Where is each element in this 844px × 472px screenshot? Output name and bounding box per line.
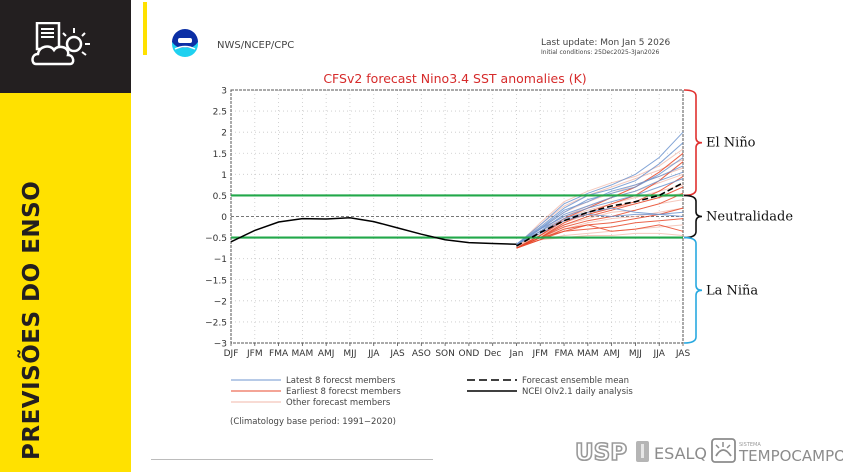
y-tick-label: 2 — [221, 129, 227, 139]
y-tick-label: −3 — [214, 340, 227, 350]
latest-member-line — [516, 178, 684, 245]
x-tick-label: ASO — [412, 349, 431, 359]
noaa-logo — [172, 29, 198, 57]
latest-member-line — [516, 142, 684, 245]
x-tick-label: MAM — [292, 349, 314, 359]
esalq-logo: ESALQ — [636, 441, 707, 463]
neutral-label: Neutralidade — [706, 210, 793, 225]
latest-member-line — [516, 131, 684, 245]
el-nino-brace — [683, 89, 703, 197]
other-member-line — [516, 232, 684, 247]
y-tick-label: 1 — [221, 171, 227, 181]
latest-member-line — [516, 171, 684, 245]
svg-text:ESALQ: ESALQ — [654, 444, 707, 463]
y-tick-label: 3 — [221, 87, 227, 97]
x-tick-label: SON — [435, 349, 455, 359]
x-tick-label: Dec — [484, 349, 501, 359]
tempocampo-logo: SISTEMA TEMPOCAMPO — [711, 438, 843, 465]
el-nino-label: El Niño — [706, 136, 756, 151]
chart-title: CFSv2 forecast Nino3.4 SST anomalies (K) — [323, 71, 586, 86]
y-tick-label: −2 — [214, 297, 227, 307]
legend-label: NCEI OIv2.1 daily analysis — [522, 387, 633, 397]
la-nina-label: La Niña — [706, 283, 758, 298]
legend-label: Latest 8 forecst members — [286, 376, 396, 386]
x-tick-label: MJJ — [629, 349, 642, 359]
weather-report-icon — [31, 22, 90, 66]
x-tick-label: JJA — [367, 349, 380, 359]
x-tick-label: AMJ — [318, 349, 335, 359]
sidebar: PREVISÕES DO ENSO — [0, 0, 131, 472]
other-member-line — [516, 148, 684, 247]
legend-label: Other forecast members — [286, 398, 391, 408]
climatology-note: (Climatology base period: 1991−2020) — [230, 417, 396, 427]
x-tick-label: JFM — [246, 349, 263, 359]
y-tick-label: 1.5 — [213, 150, 227, 160]
x-tick-label: FMA — [554, 349, 574, 359]
x-tick-label: MJJ — [343, 349, 356, 359]
initial-conditions: Initial conditions: 25Dec2025-3Jan2026 — [541, 49, 660, 56]
accent-bar — [143, 2, 147, 55]
y-tick-label: 0.5 — [213, 192, 227, 202]
neutral-brace — [683, 194, 703, 239]
earliest-member-line — [516, 175, 684, 249]
x-tick-label: AMJ — [603, 349, 620, 359]
last-update: Last update: Mon Jan 5 2026 — [541, 38, 671, 48]
x-tick-label: DJF — [224, 349, 239, 359]
ensemble-mean-line — [516, 182, 684, 247]
y-tick-label: −0.5 — [205, 234, 227, 244]
svg-text:USP: USP — [575, 440, 627, 466]
observed-analysis-line — [230, 217, 517, 246]
x-tick-label: Jan — [509, 349, 524, 359]
usp-logo: USP — [574, 439, 628, 466]
x-tick-label: JAS — [675, 349, 691, 359]
svg-text:SISTEMA: SISTEMA — [739, 442, 761, 448]
svg-text:TEMPOCAMPO: TEMPOCAMPO — [738, 447, 843, 465]
legend-label: Earliest 8 forecst members — [286, 387, 401, 397]
y-tick-label: 2.5 — [213, 108, 227, 118]
y-tick-label: −2.5 — [205, 318, 227, 328]
x-tick-label: JJA — [653, 349, 666, 359]
legend-label: Forecast ensemble mean — [522, 376, 629, 386]
x-tick-label: FMA — [269, 349, 289, 359]
x-tick-label: OND — [459, 349, 480, 359]
y-tick-label: −1 — [214, 255, 227, 265]
x-tick-label: JFM — [531, 349, 548, 359]
la-nina-brace — [683, 236, 703, 344]
footer-divider — [151, 459, 433, 460]
y-tick-label: 0 — [221, 213, 227, 223]
earliest-member-line — [516, 192, 684, 249]
agency-label: NWS/NCEP/CPC — [217, 40, 294, 51]
sidebar-header — [0, 0, 131, 93]
x-tick-label: MAM — [577, 349, 599, 359]
enso-regions: El Niño Neutralidade La Niña — [683, 89, 793, 344]
partner-logos: USP ESALQ SISTEMA TEMPOCAMPO — [574, 438, 843, 466]
y-tick-label: −1.5 — [205, 276, 227, 286]
x-tick-label: JAS — [389, 349, 405, 359]
